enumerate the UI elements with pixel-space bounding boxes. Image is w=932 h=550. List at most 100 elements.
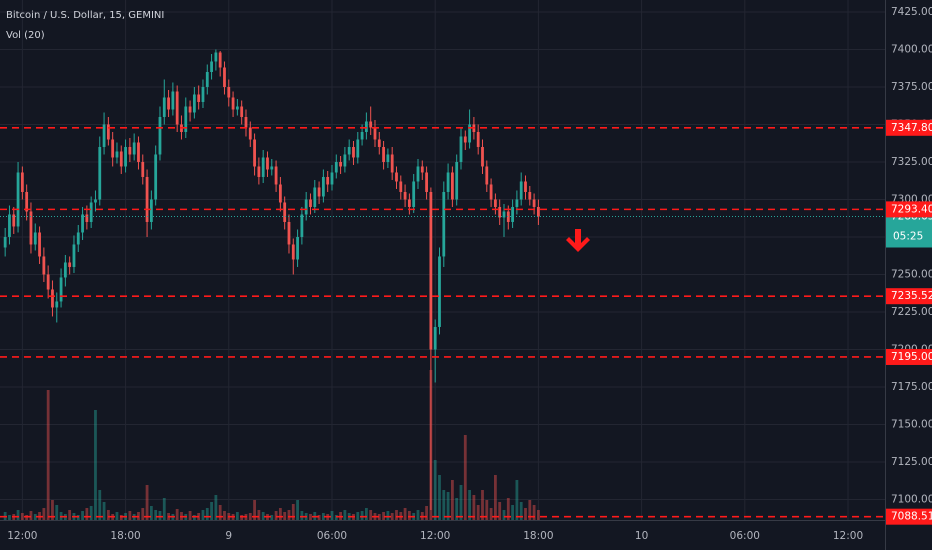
level-label: 7195.00 <box>891 351 932 363</box>
candle-body <box>321 176 325 197</box>
candle-body <box>3 236 7 248</box>
candle-body <box>25 191 29 212</box>
volume-bar <box>85 508 89 520</box>
candle-body <box>463 136 467 143</box>
volume-bar <box>382 512 385 520</box>
level-box <box>886 201 932 218</box>
candle-body <box>468 124 471 143</box>
volume-bar <box>519 502 523 520</box>
volume-bar <box>455 498 459 520</box>
volume-bar <box>407 511 411 520</box>
volume-bar <box>446 492 450 520</box>
candle-body <box>390 154 394 173</box>
volume-bar <box>481 490 484 520</box>
x-tick-label: 18:00 <box>110 530 140 542</box>
volume-bar <box>253 500 256 520</box>
volume-bar <box>25 515 29 520</box>
candle-body <box>360 131 364 140</box>
volume-bar <box>218 505 222 520</box>
volume-bar <box>270 515 274 520</box>
level-label: 7088.51 <box>891 511 932 523</box>
volume-bar <box>257 510 261 520</box>
candle-body <box>369 121 373 128</box>
candle-body <box>12 214 16 227</box>
volume-bar <box>42 508 46 520</box>
y-tick-label: 7325.00 <box>891 156 932 168</box>
candle-body <box>481 146 484 167</box>
candle-body <box>89 202 93 222</box>
candle-body <box>68 262 72 267</box>
volume-bar <box>343 510 347 520</box>
volume-bar <box>438 475 441 520</box>
volume-bar <box>369 510 373 520</box>
candle-body <box>403 191 407 200</box>
volume-bar <box>493 475 497 520</box>
volume-bar <box>502 510 506 520</box>
candle-body <box>253 139 256 167</box>
candle-body <box>498 206 502 218</box>
candle-body <box>382 146 385 162</box>
candle-body <box>455 161 459 200</box>
volume-bar <box>450 480 454 520</box>
volume-bar <box>128 511 132 520</box>
candle-body <box>46 274 50 290</box>
volume-bar <box>188 511 192 520</box>
volume-bar <box>300 511 304 520</box>
candle-body <box>8 214 11 237</box>
candle-body <box>38 232 41 257</box>
y-tick-label: 7425.00 <box>891 6 932 18</box>
volume-bar <box>55 505 59 520</box>
candle-body <box>296 236 299 260</box>
candle-body <box>158 116 162 155</box>
y-tick-label: 7400.00 <box>891 43 932 55</box>
volume-bar <box>102 502 106 520</box>
candle-body <box>235 106 239 110</box>
candle-body <box>291 244 295 260</box>
candle-body <box>442 191 446 257</box>
candle-body <box>154 154 158 200</box>
candle-body <box>94 199 97 203</box>
candle-body <box>85 214 89 222</box>
candle-body <box>33 232 37 245</box>
candle-body <box>425 172 428 192</box>
candle-body <box>261 157 265 177</box>
volume-bar <box>468 490 471 520</box>
candle-body <box>433 326 437 350</box>
level-box <box>886 288 932 305</box>
volume-bar <box>356 512 360 520</box>
candle-body <box>313 187 317 207</box>
candle-body <box>72 244 76 267</box>
volume-bar <box>158 511 162 520</box>
candle-body <box>450 172 454 200</box>
candle-body <box>274 166 278 185</box>
volume-bar <box>141 508 145 520</box>
volume-bar <box>240 515 244 520</box>
candle-body <box>162 97 166 117</box>
volume-bar <box>20 513 24 520</box>
volume-bar <box>489 508 493 520</box>
candle-body <box>197 94 201 102</box>
candle-body <box>248 127 252 140</box>
volume-bar <box>175 509 179 520</box>
candle-body <box>115 151 119 158</box>
volume-bar <box>248 513 252 520</box>
x-tick-label: 12:00 <box>420 530 450 542</box>
volume-bar <box>76 515 80 520</box>
volume-bar <box>528 500 532 520</box>
candle-body <box>240 106 244 117</box>
volume-bar <box>89 506 93 520</box>
candle-body <box>149 199 153 222</box>
volume-bar <box>192 515 196 520</box>
candle-body <box>304 199 308 215</box>
volume-bar <box>274 511 278 520</box>
legend-volume: Vol (20) <box>6 30 45 41</box>
volume-bar <box>296 500 299 520</box>
candle-body <box>111 139 115 158</box>
candle-body <box>192 94 196 113</box>
candle-body <box>29 211 33 245</box>
candle-body <box>420 166 424 173</box>
volume-bar <box>162 498 166 520</box>
x-tick-label: 12:00 <box>7 530 37 542</box>
